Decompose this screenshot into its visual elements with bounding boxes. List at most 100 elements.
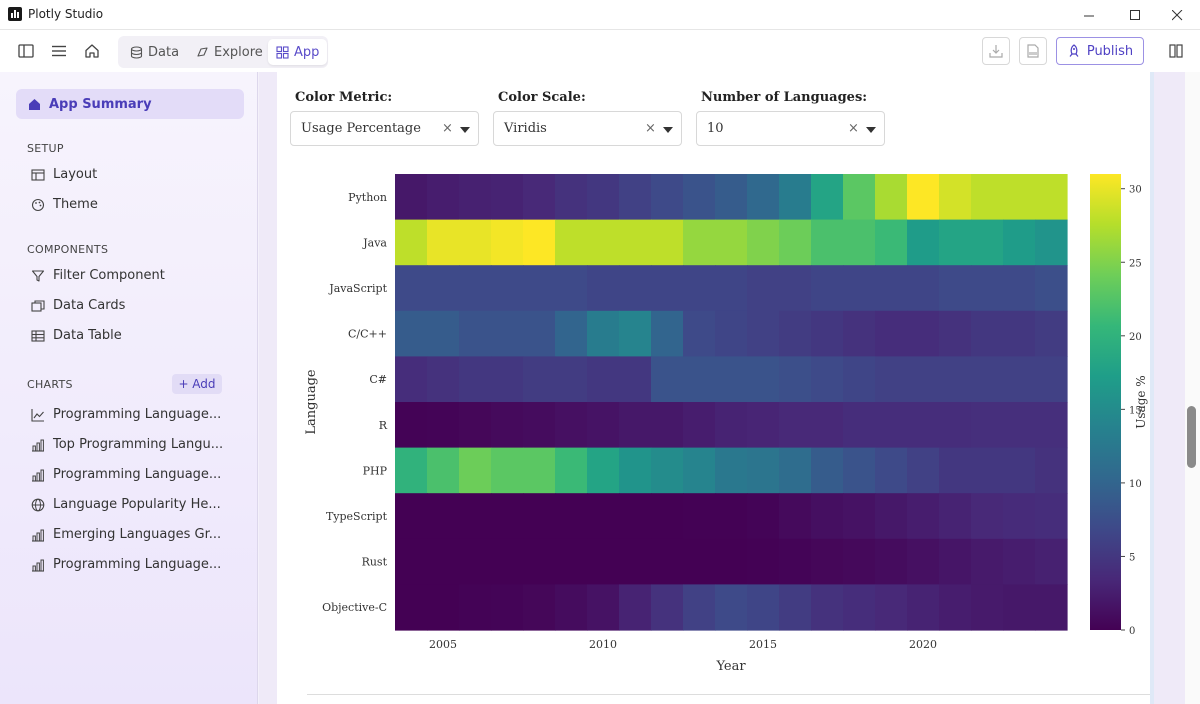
heatmap-chart[interactable]: Python Java JavaScript C/C++ C# R PHP TypeScrip… <box>277 72 1151 692</box>
heatmap-cell <box>875 538 908 585</box>
heatmap-cell <box>779 447 812 494</box>
heatmap-cell <box>459 174 492 221</box>
heatmap-cell <box>747 538 780 585</box>
heatmap-cell <box>523 538 556 585</box>
sidebar-item-chart-1[interactable]: Programming Language... <box>31 407 231 422</box>
x-tick-label: 2020 <box>909 638 937 651</box>
heatmap-cell <box>843 493 876 540</box>
heatmap-cell <box>1035 402 1068 449</box>
sidebar-item-app-summary[interactable]: App Summary <box>16 89 244 119</box>
heatmap-cell <box>651 402 684 449</box>
app-summary-label: App Summary <box>49 96 152 112</box>
chevron-down-icon[interactable] <box>866 127 876 133</box>
heatmap-cell <box>1003 174 1036 221</box>
minimize-button[interactable] <box>1066 0 1112 30</box>
sidebar-item-filter-component[interactable]: Filter Component <box>31 268 231 283</box>
heatmap-cell <box>875 174 908 221</box>
sidebar-item-label: Top Programming Langu... <box>53 437 224 452</box>
panel-toggle-icon[interactable] <box>1164 39 1188 63</box>
heatmap-cell <box>619 265 652 312</box>
tab-explore[interactable]: Explore <box>188 39 271 65</box>
color-metric-dropdown[interactable]: Usage Percentage × <box>290 111 479 146</box>
heatmap-cell <box>619 310 652 357</box>
sidebar-item-chart-6[interactable]: Programming Language... <box>31 557 231 572</box>
add-chart-button[interactable]: + Add <box>172 374 222 394</box>
scrollbar-track[interactable] <box>1185 72 1200 704</box>
clear-icon[interactable]: × <box>645 121 656 136</box>
heatmap-cell <box>683 219 716 266</box>
maximize-button[interactable] <box>1112 0 1158 30</box>
chevron-down-icon[interactable] <box>460 127 470 133</box>
heatmap-cell <box>683 356 716 403</box>
heatmap-cell <box>459 310 492 357</box>
heatmap-cell <box>715 538 748 585</box>
bar-chart-icon <box>32 439 44 452</box>
heatmap-cell <box>587 402 620 449</box>
color-scale-dropdown[interactable]: Viridis × <box>493 111 682 146</box>
heatmap-cell <box>1003 493 1036 540</box>
heatmap-cell <box>523 310 556 357</box>
colorbar-title: Usage % <box>1134 375 1148 428</box>
color-scale-value: Viridis <box>504 121 547 136</box>
sidebar-item-data-table[interactable]: Data Table <box>31 328 231 343</box>
sidebar-item-chart-4[interactable]: Language Popularity He... <box>31 497 231 512</box>
heatmap-cell <box>395 219 428 266</box>
clear-icon[interactable]: × <box>442 121 453 136</box>
heatmap-cell <box>715 402 748 449</box>
close-window-button[interactable] <box>1154 0 1200 30</box>
num-languages-dropdown[interactable]: 10 × <box>696 111 885 146</box>
heatmap-cell <box>459 584 492 631</box>
download-button[interactable] <box>982 37 1010 65</box>
menu-icon[interactable] <box>47 39 71 63</box>
sidebar-item-data-cards[interactable]: Data Cards <box>31 298 231 313</box>
publish-button[interactable]: Publish <box>1056 37 1144 65</box>
sidebar-item-chart-2[interactable]: Top Programming Langu... <box>31 437 231 452</box>
heatmap-cell <box>587 174 620 221</box>
heatmap-cell <box>491 447 524 494</box>
tab-app[interactable]: App <box>268 39 328 65</box>
heatmap-cell <box>619 402 652 449</box>
heatmap-cell <box>907 584 940 631</box>
chevron-down-icon[interactable] <box>663 127 673 133</box>
heatmap-cell <box>587 584 620 631</box>
heatmap-cell <box>395 447 428 494</box>
clear-icon[interactable]: × <box>848 121 859 136</box>
sidebar-item-chart-5[interactable]: Emerging Languages Gr... <box>31 527 231 542</box>
heatmap-cell <box>587 265 620 312</box>
sidebar-item-label: Data Cards <box>53 298 126 313</box>
scrollbar-thumb[interactable] <box>1187 406 1196 468</box>
heatmap-cell <box>395 493 428 540</box>
sidebar-item-theme[interactable]: Theme <box>31 197 231 212</box>
y-tick-label: Java <box>362 236 387 249</box>
export-pdf-button[interactable] <box>1019 37 1047 65</box>
heatmap-cell <box>683 402 716 449</box>
heatmap-cell <box>619 493 652 540</box>
heatmap-cell <box>1035 447 1068 494</box>
database-icon <box>130 45 143 59</box>
heatmap-cell <box>715 174 748 221</box>
heatmap-cell <box>395 310 428 357</box>
home-icon[interactable] <box>80 39 104 63</box>
heatmap-cell <box>939 493 972 540</box>
heatmap-cell <box>971 174 1004 221</box>
bar-chart-icon <box>32 559 44 572</box>
heatmap-cell <box>555 356 588 403</box>
sidebar-item-layout[interactable]: Layout <box>31 167 231 182</box>
heatmap-cell <box>939 219 972 266</box>
sidebar-item-chart-3[interactable]: Programming Language... <box>31 467 231 482</box>
sidebar-toggle-icon[interactable] <box>14 39 38 63</box>
grid-icon <box>276 45 289 59</box>
heatmap-cell <box>619 584 652 631</box>
heatmap-cell <box>427 402 460 449</box>
heatmap-cell <box>1003 402 1036 449</box>
heatmap-cell <box>939 402 972 449</box>
home-icon <box>29 98 40 110</box>
tab-data[interactable]: Data <box>122 39 187 65</box>
line-chart-icon <box>31 408 44 422</box>
heatmap-cell <box>683 310 716 357</box>
heatmap-cell <box>715 310 748 357</box>
heatmap-cell <box>587 219 620 266</box>
heatmap-cell <box>907 219 940 266</box>
heatmap-cell <box>939 174 972 221</box>
tab-explore-label: Explore <box>214 44 263 60</box>
